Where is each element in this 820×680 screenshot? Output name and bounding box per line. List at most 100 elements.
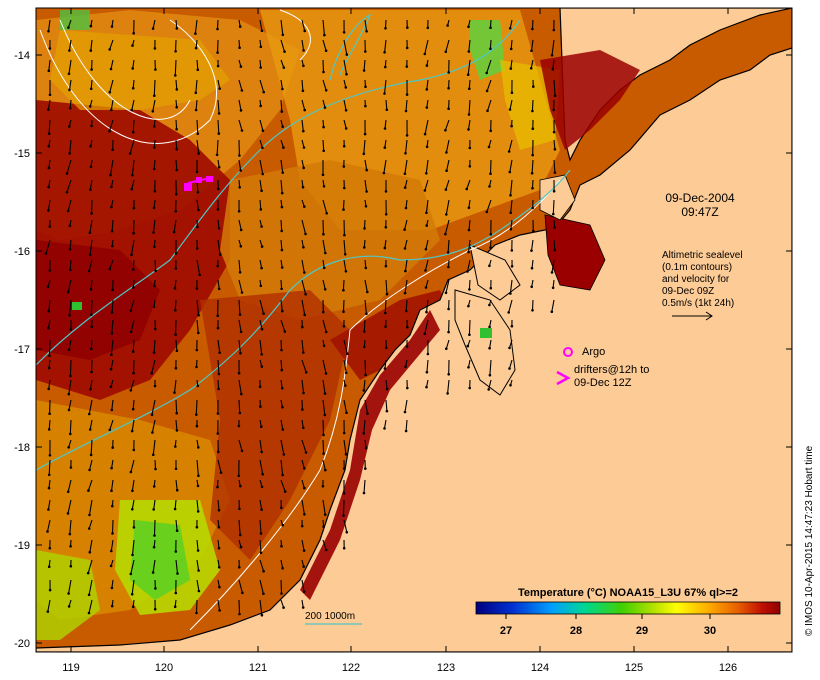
velocity-arrow [217, 279, 220, 289]
velocity-arrow [48, 379, 51, 389]
velocity-arrow [301, 339, 304, 353]
velocity-arrow-head [67, 446, 70, 449]
velocity-arrow-head [260, 225, 263, 228]
velocity-arrow [322, 439, 325, 454]
velocity-arrow-head [467, 25, 470, 29]
velocity-arrow [301, 159, 305, 169]
velocity-arrow [444, 119, 450, 131]
velocity-arrow-head [507, 150, 511, 153]
velocity-arrow-head [262, 312, 265, 315]
velocity-arrow [110, 359, 114, 370]
velocity-arrow-head [68, 152, 71, 155]
velocity-arrow-head [110, 205, 113, 209]
velocity-arrow-head [259, 104, 263, 108]
velocity-arrow-head [280, 544, 283, 548]
velocity-arrow-head [47, 473, 51, 477]
velocity-arrow-head [48, 47, 52, 50]
velocity-arrow-head [426, 26, 430, 30]
velocity-arrow-head [552, 108, 555, 112]
velocity-arrow [238, 299, 241, 315]
velocity-arrow-head [216, 27, 219, 31]
credit-text: © IMOS 10-Apr-2015 14:47:23 Hobart time [804, 445, 815, 636]
velocity-arrow-head [322, 70, 325, 74]
velocity-arrow-head [108, 129, 111, 133]
velocity-arrow [468, 79, 471, 89]
velocity-arrow-head [323, 392, 327, 395]
velocity-arrow-head [238, 566, 241, 569]
velocity-arrow [109, 79, 114, 93]
velocity-arrow [132, 339, 135, 352]
velocity-arrow [69, 359, 72, 376]
velocity-arrow [48, 59, 51, 71]
velocity-arrow-head [283, 50, 286, 53]
velocity-arrow [510, 39, 513, 49]
velocity-arrow-head [174, 550, 178, 553]
velocity-arrow-head [530, 49, 533, 52]
velocity-arrow-head [108, 90, 112, 94]
velocity-arrow-head [302, 129, 305, 133]
velocity-arrow [343, 259, 347, 272]
velocity-arrow-head [468, 146, 472, 150]
velocity-arrow [301, 439, 307, 453]
velocity-arrow-head [150, 371, 153, 375]
velocity-arrow [280, 139, 284, 148]
velocity-arrow-head [383, 146, 387, 149]
velocity-arrow-head [280, 506, 283, 510]
velocity-arrow [383, 79, 387, 94]
velocity-arrow-head [196, 549, 200, 552]
velocity-arrow-head [384, 264, 388, 268]
velocity-arrow [447, 239, 450, 253]
velocity-arrow [89, 219, 93, 233]
velocity-arrow [508, 299, 513, 313]
velocity-arrow-head [280, 191, 284, 195]
velocity-arrow [152, 99, 156, 112]
velocity-arrow-head [509, 211, 512, 214]
velocity-arrow [531, 19, 534, 30]
velocity-arrow [363, 419, 366, 434]
velocity-arrow [48, 419, 51, 430]
velocity-arrow [509, 279, 513, 294]
velocity-arrow-head [423, 52, 427, 56]
velocity-arrow-head [384, 325, 387, 328]
velocity-arrow [486, 99, 492, 111]
velocity-arrow-head [365, 168, 369, 172]
velocity-arrow-head [425, 224, 429, 227]
velocity-arrow [131, 419, 135, 432]
velocity-arrow-head [130, 187, 134, 191]
velocity-arrow-head [259, 405, 262, 408]
velocity-arrow-head [90, 325, 93, 329]
velocity-arrow [238, 579, 243, 593]
velocity-arrow-head [531, 309, 534, 312]
velocity-arrow-head [238, 154, 241, 157]
velocity-legend: Altimetric sealevel(0.1m contours)and ve… [662, 250, 743, 309]
velocity-arrow [468, 219, 471, 231]
velocity-arrow [280, 299, 283, 312]
velocity-arrow [47, 99, 51, 110]
velocity-arrow-head [445, 213, 448, 216]
velocity-arrow-head [281, 309, 284, 313]
velocity-arrow-head [196, 384, 200, 388]
velocity-arrow [363, 219, 366, 229]
velocity-arrow-head [260, 327, 264, 331]
velocity-arrow-head [48, 412, 51, 416]
velocity-arrow-head [346, 352, 349, 356]
lat-tick-label: -20 [14, 638, 30, 650]
velocity-arrow [531, 299, 534, 311]
velocity-arrow-head [217, 450, 220, 454]
velocity-arrow-head [444, 232, 447, 236]
velocity-arrow [217, 539, 220, 549]
velocity-arrow-head [424, 269, 427, 272]
velocity-arrow-head [47, 132, 51, 135]
velocity-arrow [48, 459, 51, 475]
velocity-arrow [259, 19, 263, 31]
velocity-arrow-head [239, 169, 242, 172]
velocity-arrow [90, 39, 93, 51]
velocity-arrow-head [194, 91, 198, 94]
velocity-arrow-head [485, 71, 489, 75]
velocity-arrow [322, 239, 326, 254]
velocity-arrow [322, 419, 325, 435]
velocity-arrow-head [108, 428, 112, 432]
velocity-arrow-head [195, 170, 199, 174]
velocity-arrow [68, 579, 72, 594]
velocity-arrow-head [67, 392, 71, 396]
